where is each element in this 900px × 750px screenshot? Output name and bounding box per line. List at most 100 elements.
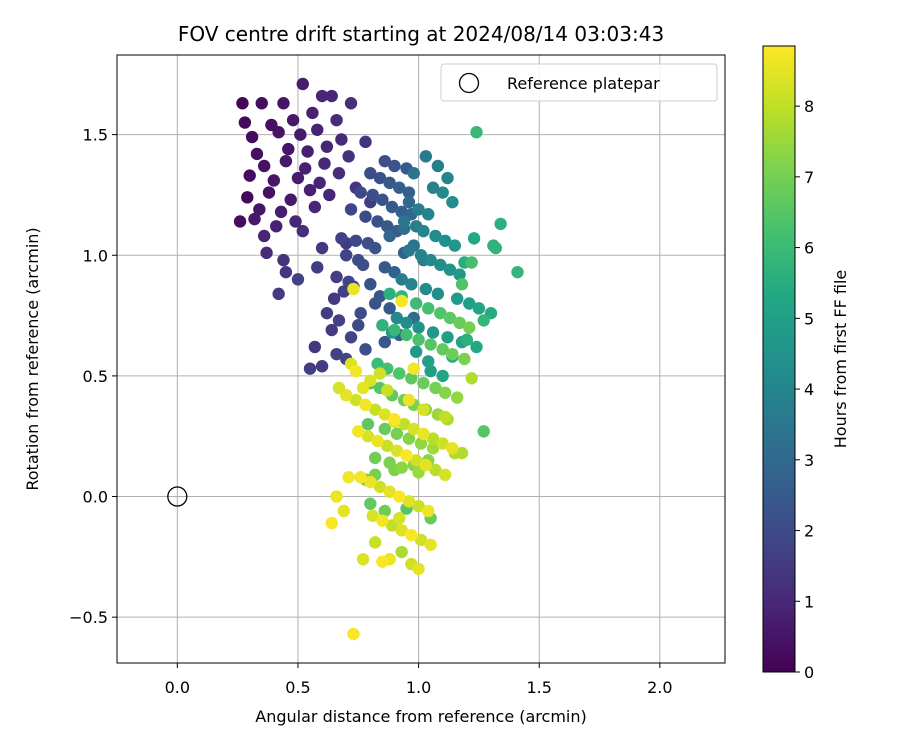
data-point [296, 224, 309, 238]
data-point [441, 331, 454, 344]
data-point [405, 528, 418, 542]
data-point [241, 191, 254, 204]
data-point [405, 372, 418, 385]
data-point [395, 545, 408, 559]
data-point [298, 162, 312, 175]
data-point [376, 319, 389, 332]
data-point [344, 331, 358, 344]
data-point [255, 97, 268, 110]
data-point [402, 432, 416, 445]
colorbar-tick-label: 7 [804, 168, 814, 187]
data-point [388, 323, 401, 337]
x-tick-label: 0.0 [165, 678, 190, 697]
data-point [320, 140, 334, 153]
data-point [330, 270, 343, 284]
data-point [402, 495, 416, 508]
data-point [291, 171, 305, 185]
data-point [412, 333, 425, 346]
data-point [352, 319, 365, 332]
data-point [371, 215, 384, 228]
data-point [311, 123, 324, 136]
data-point [325, 323, 338, 337]
y-tick-label: 1.5 [83, 126, 108, 145]
data-point [325, 89, 338, 103]
y-tick-label: 1.0 [83, 246, 108, 265]
data-point [465, 256, 478, 269]
data-point [381, 384, 394, 397]
data-point [378, 408, 392, 421]
data-point [402, 186, 416, 199]
data-point [337, 504, 350, 518]
data-point [424, 364, 437, 378]
y-tick-label: 0.5 [83, 367, 108, 386]
data-point [409, 297, 423, 310]
data-point [308, 200, 322, 214]
data-point [373, 171, 387, 185]
data-point [311, 261, 324, 274]
y-axis-title: Rotation from reference (arcmin) [23, 227, 42, 490]
data-point [412, 499, 425, 513]
data-point [291, 273, 305, 286]
data-point [303, 183, 317, 197]
data-point [477, 425, 490, 438]
data-point [395, 273, 408, 286]
data-point [443, 311, 457, 325]
data-point [409, 345, 423, 358]
data-point [354, 306, 367, 320]
data-point [393, 490, 406, 503]
data-point [330, 490, 343, 503]
data-point [419, 150, 433, 163]
data-point [260, 246, 273, 260]
colorbar-tick-label: 8 [804, 97, 814, 116]
data-point [436, 343, 449, 356]
data-point [450, 292, 464, 305]
data-point [347, 282, 360, 296]
x-tick-label: 0.5 [285, 678, 310, 697]
data-point [390, 311, 404, 325]
data-point [402, 393, 416, 407]
data-point [262, 186, 276, 199]
data-point [431, 287, 445, 301]
data-point [426, 442, 440, 455]
legend: Reference platepar [440, 63, 718, 102]
data-point [245, 130, 259, 144]
data-point [429, 463, 442, 477]
x-axis-ticks: 0.0 0.5 1.0 1.5 2.0 [165, 663, 673, 697]
data-point [349, 234, 363, 247]
data-point [315, 241, 329, 255]
data-point [277, 253, 290, 267]
data-point [282, 142, 295, 156]
data-point [489, 241, 502, 255]
data-point [453, 316, 466, 330]
data-point [323, 188, 336, 202]
data-point [438, 410, 452, 424]
data-point [378, 335, 392, 349]
data-point [448, 239, 461, 252]
x-tick-label: 2.0 [647, 678, 672, 697]
colorbar-ticks: 0 1 2 3 4 5 6 7 8 [795, 97, 814, 682]
data-points [233, 77, 524, 641]
data-point [361, 430, 375, 443]
data-point [395, 461, 408, 474]
data-point [364, 278, 377, 291]
data-point [279, 154, 293, 168]
colorbar: 0 1 2 3 4 5 6 7 8 Hours from first FF file [762, 45, 850, 682]
data-point [366, 509, 379, 523]
data-point [303, 362, 317, 375]
data-point [446, 195, 459, 209]
data-point [470, 340, 483, 354]
colorbar-tick-label: 2 [804, 522, 814, 541]
data-point [383, 485, 396, 498]
data-point [393, 512, 406, 525]
data-point [402, 195, 416, 209]
x-axis-title: Angular distance from reference (arcmin) [255, 707, 586, 726]
data-point [395, 205, 408, 219]
data-point [371, 357, 384, 371]
x-tick-label: 1.0 [406, 678, 431, 697]
data-point [417, 403, 430, 416]
data-point [238, 116, 252, 129]
data-point [446, 442, 459, 455]
data-point [414, 249, 428, 262]
data-point [359, 343, 372, 356]
